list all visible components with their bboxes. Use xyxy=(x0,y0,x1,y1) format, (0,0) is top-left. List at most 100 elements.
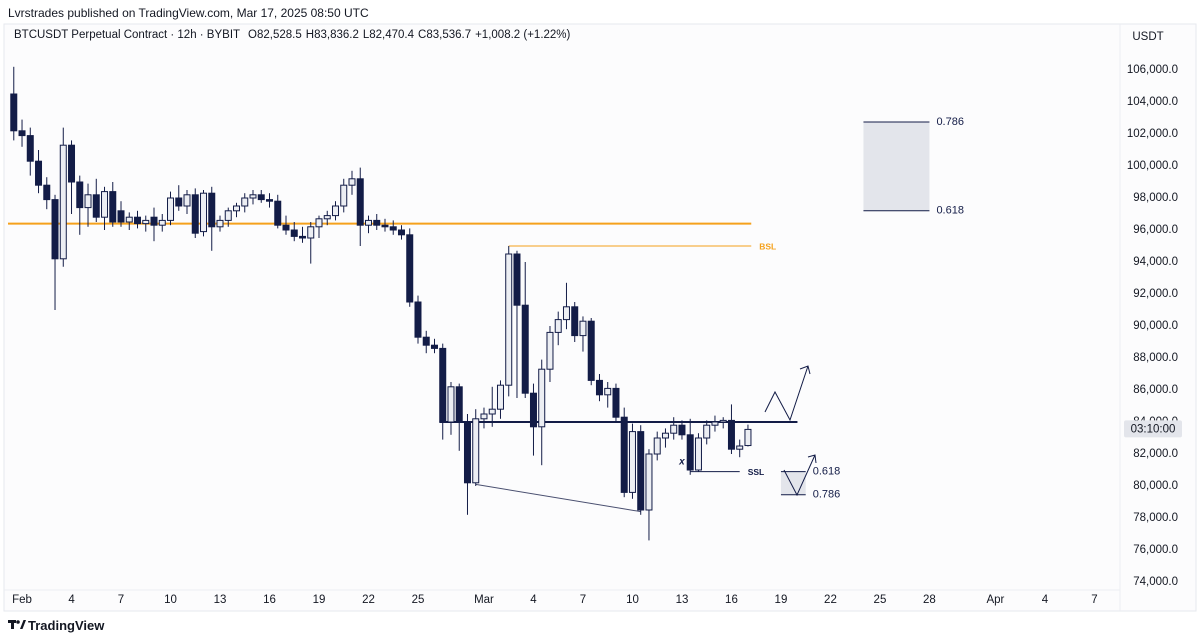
fib-zone xyxy=(863,122,930,211)
brand-logo xyxy=(8,620,26,629)
candle-body xyxy=(686,434,694,471)
candle-body xyxy=(529,392,537,428)
candle-body xyxy=(101,191,109,218)
candle-body xyxy=(694,437,702,471)
candle-body xyxy=(233,205,241,212)
candle-body xyxy=(117,210,125,223)
candle-body xyxy=(18,130,26,137)
candle-body xyxy=(554,319,562,333)
candle-body xyxy=(521,304,529,394)
ohlc-key: L xyxy=(362,29,370,41)
candle-body xyxy=(397,229,405,236)
x-tick-label: 4 xyxy=(68,594,75,606)
candle-body xyxy=(216,219,224,228)
y-tick-label: 82,000.0 xyxy=(1133,448,1178,460)
candle-body xyxy=(620,416,628,493)
candle-body xyxy=(703,424,711,439)
y-tick-label: 94,000.0 xyxy=(1133,256,1178,268)
y-tick-label: 86,000.0 xyxy=(1133,384,1178,396)
y-tick-label: 80,000.0 xyxy=(1133,480,1178,492)
y-tick-label: 78,000.0 xyxy=(1133,512,1178,524)
candle-body xyxy=(183,194,191,207)
candle-body xyxy=(719,419,727,423)
y-tick-label: 100,000.0 xyxy=(1127,160,1178,172)
x-tick-label: 25 xyxy=(874,594,887,606)
x-tick-label: 10 xyxy=(164,594,177,606)
candle-body xyxy=(430,344,438,349)
candle-body xyxy=(158,219,166,226)
candle-body xyxy=(670,424,678,434)
brand-name: TradingView xyxy=(28,618,105,633)
candle-body xyxy=(637,431,645,511)
x-tick-label: 16 xyxy=(263,594,276,606)
candle-body xyxy=(381,224,389,228)
x-tick-label: 4 xyxy=(530,594,537,606)
candle-body xyxy=(604,387,612,396)
candle-body xyxy=(505,253,513,386)
candle-body xyxy=(35,160,43,186)
y-tick-label: 102,000.0 xyxy=(1127,128,1178,140)
candle-body xyxy=(472,418,480,484)
candle-body xyxy=(496,384,504,410)
x-tick-label: 19 xyxy=(313,594,326,606)
ohlc-value: 83,836.2 xyxy=(314,29,359,41)
projection-arrow xyxy=(764,365,811,422)
candle-body xyxy=(513,253,521,306)
trendline xyxy=(475,483,641,513)
candle-body xyxy=(678,424,686,436)
x-tick-label: 13 xyxy=(214,594,227,606)
candle-body xyxy=(109,191,117,223)
x-tick-label: 16 xyxy=(725,594,738,606)
y-tick-label: 98,000.0 xyxy=(1133,192,1178,204)
x-tick-label: 7 xyxy=(580,594,586,606)
candle-body xyxy=(10,93,18,132)
ohlc-key: C xyxy=(418,29,427,41)
candle-body xyxy=(562,306,570,321)
candle-body xyxy=(257,194,265,201)
candle-body xyxy=(488,408,496,415)
fib-ratio: 0.786 xyxy=(813,489,841,501)
fib-ratio: 0.786 xyxy=(936,116,964,128)
candle-body xyxy=(51,199,59,260)
candle-body xyxy=(125,216,133,223)
candle-body xyxy=(389,226,397,231)
countdown: 03:10:00 xyxy=(1131,423,1176,435)
candle-body xyxy=(92,194,100,218)
candle-body xyxy=(587,320,595,381)
candle-body xyxy=(274,200,282,226)
candle-body xyxy=(241,197,249,207)
candle-body xyxy=(167,197,175,221)
candle-body xyxy=(142,219,150,225)
candle-body xyxy=(191,194,199,234)
candle-body xyxy=(653,437,661,455)
candle-body xyxy=(480,413,488,420)
candle-body xyxy=(538,368,546,428)
candle-body xyxy=(175,197,183,207)
symbol: BTCUSDT Perpetual Contract · 12h · BYBIT xyxy=(14,29,241,41)
x-tick-label: 7 xyxy=(118,594,124,606)
ohlc-key: H xyxy=(305,29,315,41)
candle-body xyxy=(208,192,216,228)
candle-body xyxy=(744,428,752,447)
candle-body xyxy=(200,192,208,233)
y-tick-label: 106,000.0 xyxy=(1127,64,1178,76)
candle-body xyxy=(315,218,323,228)
plot: 74,000.0 76,000.0 78,000.0 80,000.0 82,000.0… xyxy=(8,64,1182,606)
x-tick-label: 7 xyxy=(1091,594,1097,606)
fib-ratio: 0.618 xyxy=(936,205,964,217)
ohlc-value: 83,536.7 xyxy=(426,29,472,41)
candle-body xyxy=(595,379,603,396)
candle-body xyxy=(331,205,339,217)
candle-body xyxy=(463,421,471,484)
y-tick-label: 104,000.0 xyxy=(1127,96,1178,108)
x-tick-label: 25 xyxy=(412,594,425,606)
x-tick-label: 10 xyxy=(626,594,639,606)
attribution: Lvrstrades published on TradingView.com,… xyxy=(8,6,369,20)
x-tick-label: 13 xyxy=(676,594,689,606)
candle-body xyxy=(406,234,414,303)
candle-body xyxy=(661,432,669,439)
candle-body xyxy=(323,215,331,220)
x-tick-label: 4 xyxy=(1042,594,1049,606)
